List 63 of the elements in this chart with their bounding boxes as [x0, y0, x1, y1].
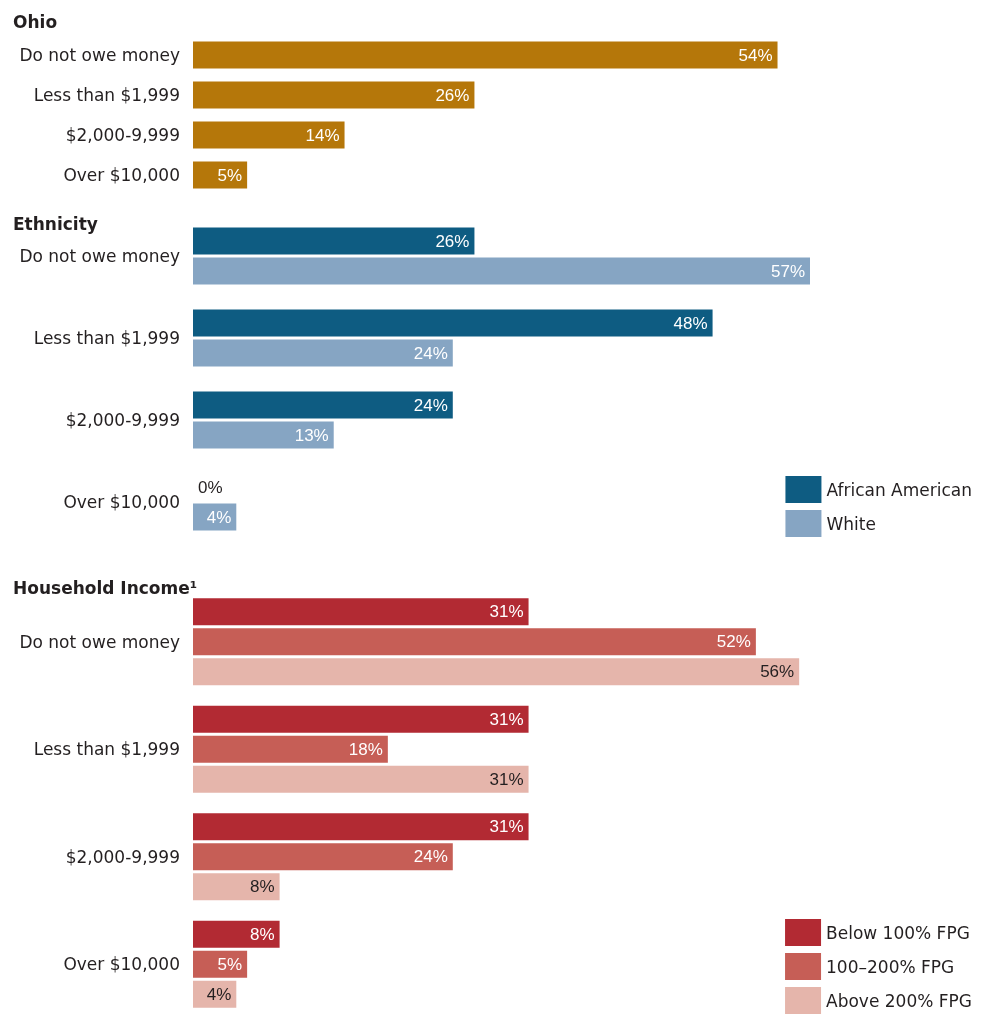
bar [193, 41, 778, 69]
y-tick-label: $2,000-9,999 [65, 846, 180, 867]
bar [193, 598, 529, 626]
legend-label: Below 100% FPG [826, 922, 970, 943]
legend-label: 100–200% FPG [826, 956, 955, 977]
bar [193, 658, 800, 686]
y-tick-label: Over $10,000 [63, 492, 180, 512]
bar [193, 628, 756, 656]
y-tick-label: $2,000-9,999 [65, 125, 180, 145]
data-label: 57% [770, 261, 805, 281]
y-tick-label: Less than $1,999 [33, 328, 180, 348]
bar [193, 257, 810, 285]
bar [193, 391, 453, 419]
data-label: 13% [294, 425, 329, 445]
data-label: 8% [250, 924, 275, 944]
legend-label: African American [826, 479, 972, 500]
data-label: 24% [413, 847, 448, 867]
y-tick-label: Over $10,000 [63, 165, 180, 185]
data-label: 8% [250, 877, 275, 897]
bar [193, 339, 453, 367]
data-label: 24% [413, 343, 448, 363]
y-tick-label: Do not owe money [19, 631, 180, 652]
bar [193, 81, 475, 109]
data-label: 52% [716, 632, 751, 652]
bar [193, 309, 713, 337]
y-tick-label: Do not owe money [19, 45, 180, 65]
data-label: 54% [738, 45, 773, 65]
data-label: 5% [217, 165, 243, 185]
text: Ohio [13, 11, 58, 32]
y-tick-label: $2,000-9,999 [65, 410, 180, 430]
bar [193, 121, 345, 149]
bar [193, 873, 280, 901]
data-label: 56% [760, 662, 795, 682]
text: Ethnicity [13, 213, 98, 234]
data-label: 31% [489, 817, 524, 837]
bar [193, 843, 453, 871]
data-label: 24% [413, 395, 448, 415]
data-label: 4% [206, 984, 232, 1004]
y-tick-label: Over $10,000 [63, 954, 180, 975]
bar [193, 765, 529, 793]
bar [193, 920, 280, 948]
data-label: 26% [435, 231, 470, 251]
data-label: 18% [348, 739, 383, 759]
bar [193, 813, 529, 841]
data-label: 26% [435, 85, 470, 105]
bar [193, 421, 334, 449]
legend-label: White [826, 513, 876, 534]
y-tick-label: Do not owe money [19, 246, 180, 266]
data-label: 0% [198, 477, 223, 497]
y-tick-label: Less than $1,999 [33, 85, 180, 105]
y-tick-label: Less than $1,999 [33, 739, 180, 760]
bar [193, 705, 529, 733]
data-label: 31% [489, 709, 524, 729]
data-label: 5% [217, 954, 243, 974]
bar [193, 227, 475, 255]
data-label: 31% [489, 602, 524, 622]
data-label: 31% [489, 769, 524, 789]
data-label: 4% [206, 507, 232, 527]
data-label: 14% [305, 125, 340, 145]
chart-title: Household Income¹ [13, 577, 198, 598]
legend-label: Above 200% FPG [826, 990, 972, 1011]
bar [193, 735, 388, 763]
data-label: 48% [673, 313, 708, 333]
